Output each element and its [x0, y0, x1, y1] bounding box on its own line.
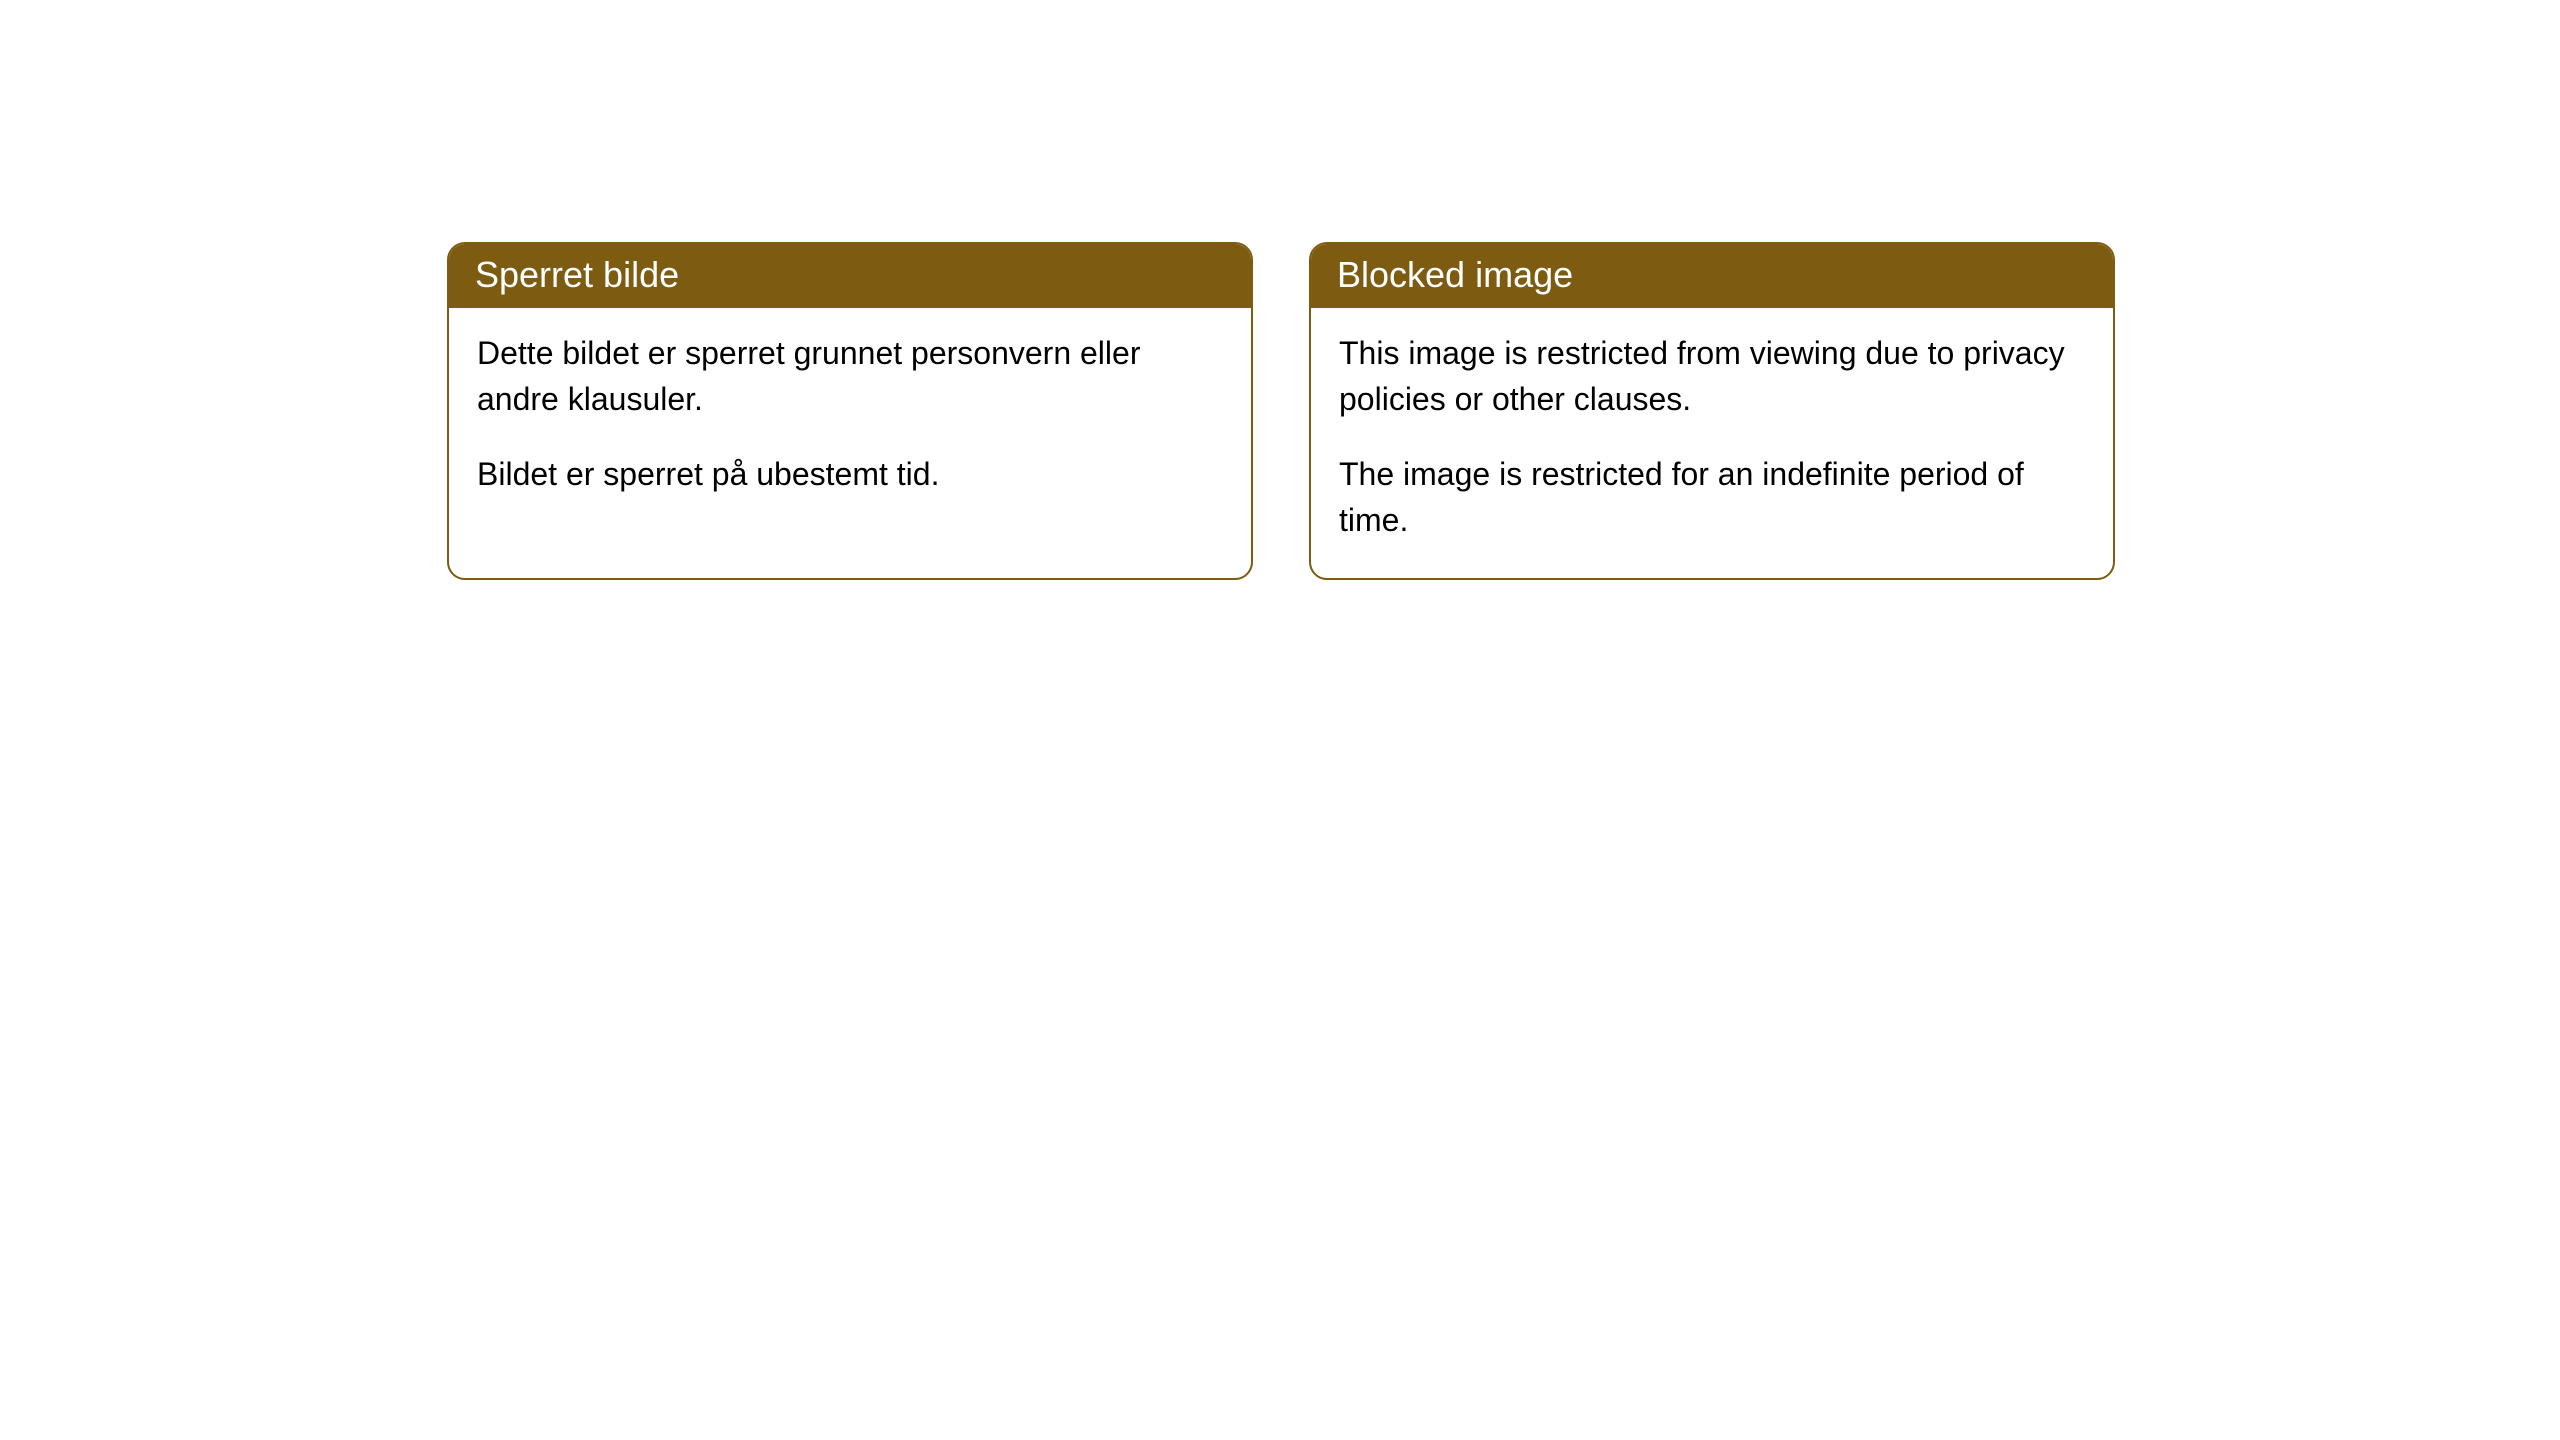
card-body-norwegian: Dette bildet er sperret grunnet personve…	[449, 308, 1251, 531]
card-header-norwegian: Sperret bilde	[449, 244, 1251, 308]
notice-cards-container: Sperret bilde Dette bildet er sperret gr…	[447, 242, 2115, 580]
card-paragraph-1-norwegian: Dette bildet er sperret grunnet personve…	[477, 330, 1223, 423]
notice-card-english: Blocked image This image is restricted f…	[1309, 242, 2115, 580]
card-paragraph-2-english: The image is restricted for an indefinit…	[1339, 451, 2085, 544]
card-paragraph-2-norwegian: Bildet er sperret på ubestemt tid.	[477, 451, 1223, 497]
card-body-english: This image is restricted from viewing du…	[1311, 308, 2113, 578]
card-paragraph-1-english: This image is restricted from viewing du…	[1339, 330, 2085, 423]
card-header-english: Blocked image	[1311, 244, 2113, 308]
notice-card-norwegian: Sperret bilde Dette bildet er sperret gr…	[447, 242, 1253, 580]
